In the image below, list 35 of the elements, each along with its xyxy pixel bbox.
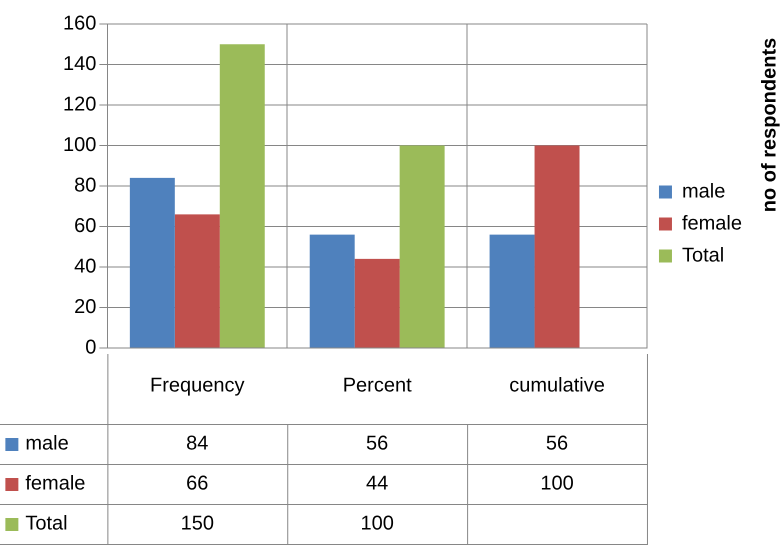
text: male: [682, 180, 726, 203]
bar: [534, 146, 580, 348]
bar: [310, 234, 355, 348]
x-tick-label: Frequency: [150, 374, 245, 397]
bar: [174, 214, 220, 348]
bar: [220, 44, 265, 348]
y-tick-label: 20: [74, 296, 96, 318]
data-label: 66: [186, 472, 208, 495]
legend-label: Total: [25, 512, 68, 535]
bar: [354, 258, 400, 348]
data-label: 56: [546, 432, 568, 455]
text: Total: [682, 244, 724, 267]
bar: [400, 146, 445, 348]
y-tick-label: 140: [62, 53, 96, 76]
y-tick-label: 0: [85, 336, 96, 359]
y-tick-label: 120: [62, 94, 96, 116]
y-tick-label: 40: [74, 256, 96, 278]
data-label: 56: [366, 432, 388, 455]
x-tick-label: Percent: [342, 374, 412, 397]
y-tick-label: 160: [62, 12, 96, 35]
text: no of respondents: [758, 38, 781, 212]
y-tick-label: 100: [62, 134, 96, 156]
data-label: 44: [366, 472, 388, 495]
data-label: 100: [540, 472, 574, 495]
legend-label: female: [682, 212, 742, 235]
data-label: 84: [186, 432, 208, 455]
data-label: 150: [180, 512, 214, 535]
y-tick-label: 80: [74, 174, 96, 197]
legend-label: male: [25, 432, 69, 455]
y-tick-label: 60: [74, 215, 96, 238]
data-label: 100: [360, 512, 394, 535]
text: female: [25, 472, 86, 495]
x-tick-label: cumulative: [509, 374, 605, 397]
bar: [490, 234, 535, 348]
bar: [130, 178, 175, 348]
